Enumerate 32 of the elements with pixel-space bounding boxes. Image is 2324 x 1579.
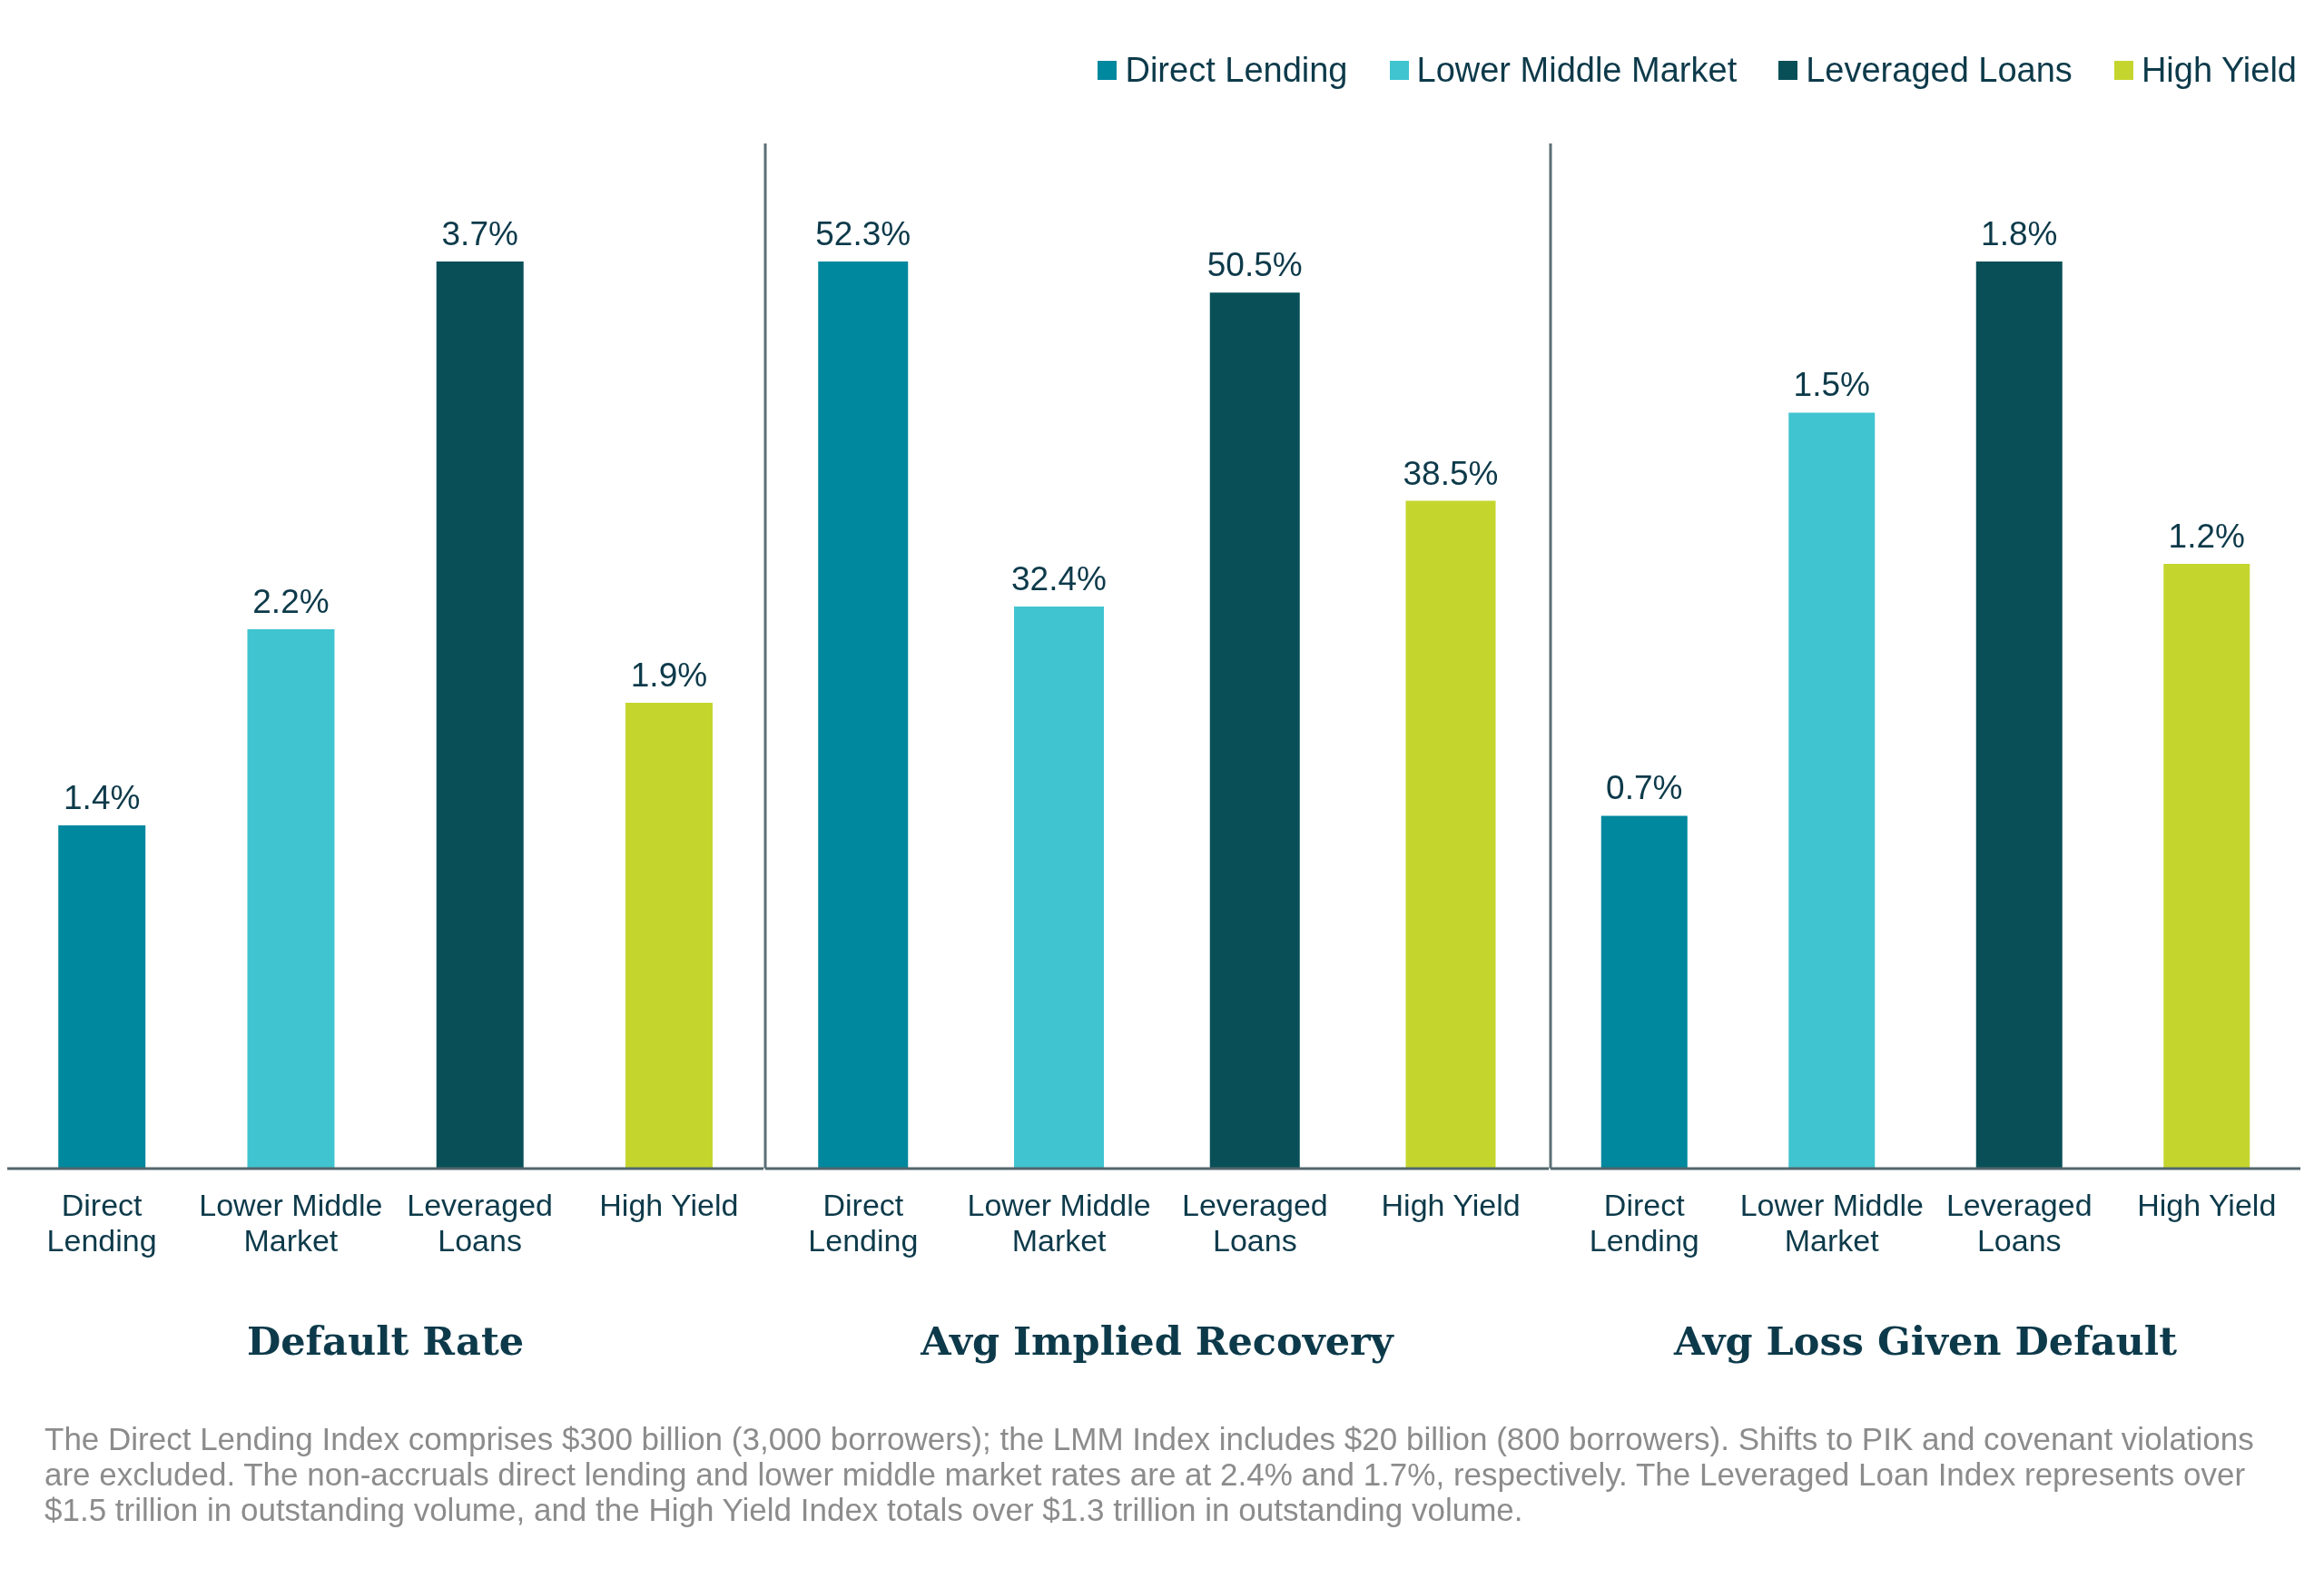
x-tick-label: High Yield <box>2137 1188 2277 1222</box>
legend-label: Leveraged Loans <box>1806 50 2073 91</box>
data-label: 2.2% <box>252 582 330 620</box>
x-axis-title: Avg Loss Given Default <box>1672 1318 2178 1364</box>
data-label: 1.8% <box>1981 214 2058 252</box>
legend-label: High Yield <box>2141 50 2297 91</box>
data-label: 3.7% <box>441 214 518 252</box>
x-tick-label: Leveraged Loans <box>1182 1188 1328 1258</box>
data-label: 1.5% <box>1793 366 1870 404</box>
x-tick-label: Leveraged Loans <box>1945 1188 2093 1258</box>
data-label: 50.5% <box>1206 246 1303 284</box>
legend-label: Lower Middle Market <box>1416 50 1738 91</box>
legend-label: Direct Lending <box>1125 50 1348 91</box>
data-label: 0.7% <box>1606 769 1683 807</box>
data-label: 1.2% <box>2168 517 2245 555</box>
data-label: 1.9% <box>630 656 708 694</box>
text: The Direct Lending Index comprises $300 billion (3,000 borrowers); the LMM Index includes $20 billion (800 borrowers). Shifts to PIK and covenant violations are excluded. The non-accruals direct lending and lower middle market rates are at 2.4% and 1.7%, respectively. The Leveraged Loan Index represents over $1.5 trillion in outstanding volume, and the High Yield Index totals over $1.3 trillion in outstanding volume. <box>44 1421 2255 1527</box>
data-label: 38.5% <box>1403 454 1499 492</box>
x-tick-label: High Yield <box>1381 1188 1521 1222</box>
x-tick-label: Lower Middle Market <box>1739 1188 1924 1258</box>
x-tick-label: Lower Middle Market <box>199 1188 383 1258</box>
x-tick-label: Lower Middle Market <box>967 1188 1151 1258</box>
x-axis-title: Default Rate <box>246 1318 525 1364</box>
x-axis-title: Avg Implied Recovery <box>920 1318 1395 1364</box>
x-tick-label: Direct Lending <box>1589 1188 1699 1258</box>
data-label: 1.4% <box>64 778 141 816</box>
x-tick-label: High Yield <box>599 1188 739 1222</box>
x-tick-label: Leveraged Loans <box>407 1188 553 1258</box>
x-tick-label: Direct Lending <box>46 1188 157 1258</box>
data-label: 52.3% <box>815 214 911 252</box>
x-tick-label: Direct Lending <box>808 1188 919 1258</box>
data-label: 32.4% <box>1011 560 1107 598</box>
